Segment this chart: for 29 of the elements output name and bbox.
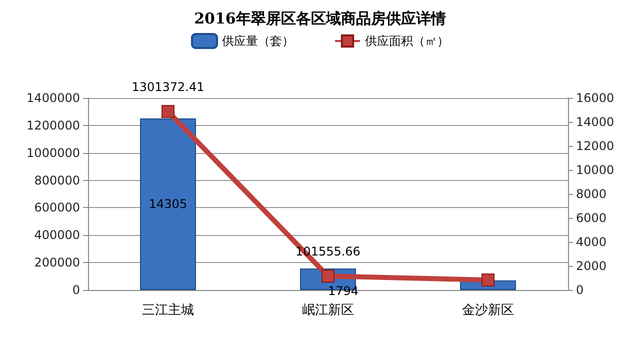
- y-tick-label: 1400000: [26, 91, 80, 105]
- legend-label: 供应量（套）: [222, 34, 294, 48]
- point: [482, 273, 494, 286]
- y2-tick-label: 14000: [576, 115, 614, 129]
- legend-label: 供应面积（㎡）: [365, 34, 449, 48]
- data-label: 14305: [148, 197, 188, 212]
- y-tick-label: 800000: [34, 173, 80, 188]
- y2-tick-label: 10000: [576, 163, 614, 177]
- y2-tick-label: 2000: [576, 259, 607, 273]
- y-tick-label: 1000000: [26, 146, 80, 160]
- chart-title: 2016年翠屏区各区域商品房供应详情: [194, 10, 446, 28]
- y2-tick-label: 0: [576, 283, 584, 297]
- y2-tick-label: 12000: [576, 139, 614, 153]
- point: [162, 105, 174, 118]
- y2-tick-label: 16000: [576, 91, 614, 105]
- y-tick-label: 400000: [34, 228, 80, 242]
- y2-tick-label: 4000: [576, 235, 607, 249]
- data-label: 1301372.41: [132, 80, 204, 94]
- x-tick-label: 三江主城: [142, 302, 194, 318]
- y2-tick-label: 6000: [576, 211, 607, 225]
- y-tick-label: 0: [72, 283, 80, 297]
- bar: [140, 118, 196, 290]
- y-tick-label: 1200000: [26, 118, 80, 132]
- y-tick-label: 600000: [34, 200, 80, 215]
- x-tick-label: 金沙新区: [462, 303, 514, 318]
- point: [322, 270, 334, 283]
- y-tick-label: 200000: [34, 256, 80, 270]
- x-tick-label: 岷江新区: [302, 303, 354, 318]
- y2-tick-label: 8000: [576, 187, 607, 201]
